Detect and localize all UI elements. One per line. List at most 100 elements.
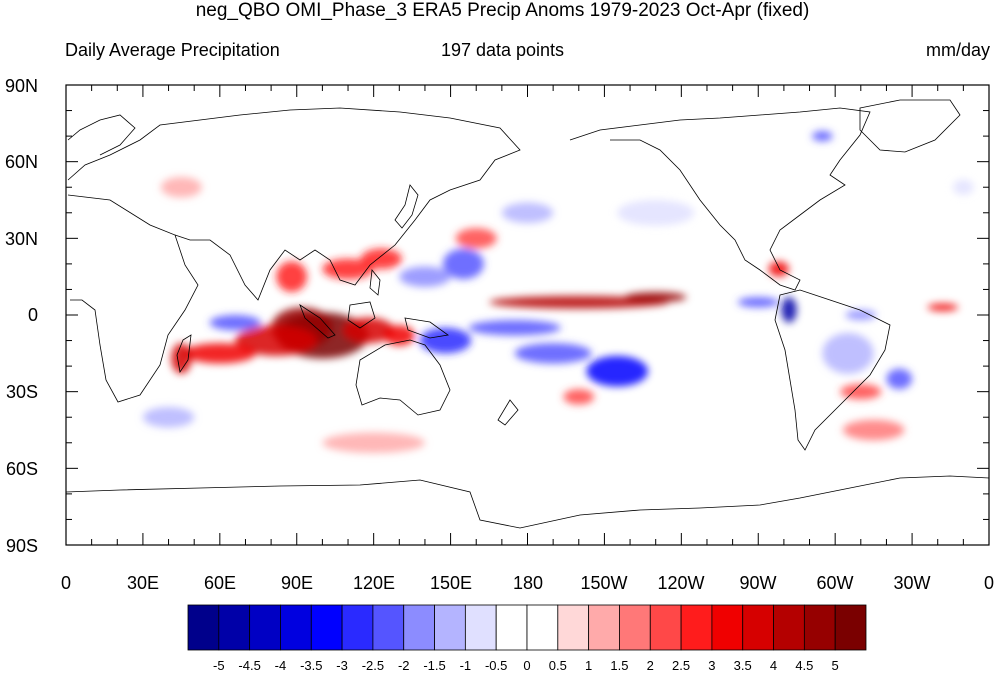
lon-label-150e: 150E bbox=[429, 573, 473, 593]
lon-label-0-end: 0 bbox=[983, 573, 995, 593]
colorbar-label: -1 bbox=[459, 658, 472, 673]
anomaly-region bbox=[360, 248, 402, 269]
coastline-philippines bbox=[369, 268, 381, 296]
colorbar-label: -4 bbox=[274, 658, 287, 673]
anomaly-region bbox=[812, 131, 833, 142]
lon-label-150w: 150W bbox=[580, 573, 628, 593]
coastline-madagascar bbox=[176, 334, 192, 374]
colorbar-label: -0.5 bbox=[484, 658, 508, 673]
colorbar-label: -1.5 bbox=[423, 658, 446, 673]
coastline-antarctica bbox=[66, 475, 989, 529]
lon-label-30e: 30E bbox=[126, 573, 160, 593]
lon-label-90w: 90W bbox=[739, 573, 777, 593]
coastline-greenland bbox=[859, 99, 961, 153]
colorbar-label: 1.5 bbox=[610, 658, 629, 673]
anomaly-region bbox=[171, 343, 192, 374]
colorbar-label: 4 bbox=[769, 658, 778, 673]
colorbar-label: -2 bbox=[397, 658, 410, 673]
colorbar-label: 4.5 bbox=[795, 658, 814, 673]
colorbar-label: 0 bbox=[523, 658, 531, 673]
colorbar-label: 1 bbox=[585, 658, 593, 673]
lat-label-60n: 60N bbox=[4, 152, 38, 172]
anomaly-region bbox=[235, 325, 318, 356]
colorbar-swatch bbox=[711, 604, 744, 651]
anomaly-region bbox=[768, 261, 790, 277]
lat-label-90s: 90S bbox=[5, 536, 38, 556]
colorbar-swatch bbox=[742, 604, 774, 651]
colorbar-swatch bbox=[341, 604, 374, 651]
colorbar-swatch bbox=[834, 604, 867, 651]
anomaly-region bbox=[399, 266, 451, 287]
colorbar-swatch bbox=[557, 604, 590, 651]
anomaly-region bbox=[419, 327, 472, 354]
coastline-japan bbox=[394, 184, 419, 229]
lon-label-180: 180 bbox=[512, 573, 544, 593]
lat-label-30s: 30S bbox=[5, 382, 38, 402]
colorbar-label: -5 bbox=[213, 658, 225, 673]
anomaly-region bbox=[514, 343, 592, 364]
anomaly-region bbox=[276, 261, 308, 292]
anomaly-region bbox=[160, 177, 202, 198]
colorbar-swatch bbox=[619, 604, 651, 651]
anomaly-region bbox=[927, 303, 959, 312]
lon-label-90e: 90E bbox=[280, 573, 314, 593]
colorbar-label: 0.5 bbox=[548, 658, 567, 673]
axis-ticks bbox=[65, 84, 990, 546]
anomaly-region bbox=[322, 432, 425, 453]
colorbar-label: 2 bbox=[646, 658, 654, 673]
colorbar-label: 3.5 bbox=[733, 658, 752, 673]
coastline-newzealand bbox=[497, 399, 519, 426]
colorbar-swatch bbox=[249, 604, 281, 651]
lon-label-60w: 60W bbox=[816, 573, 854, 593]
colorbar-swatch bbox=[495, 604, 528, 651]
colorbar-label: 5 bbox=[831, 658, 839, 673]
map-title: neg_QBO OMI_Phase_3 ERA5 Precip Anoms 19… bbox=[195, 0, 810, 21]
data-points-label: 197 data points bbox=[440, 40, 565, 60]
colorbar-swatch bbox=[403, 604, 435, 651]
colorbar-swatch bbox=[526, 604, 559, 651]
coastline-australia bbox=[355, 339, 451, 416]
anomaly-region bbox=[455, 228, 497, 249]
colorbar-label: 2.5 bbox=[672, 658, 691, 673]
anomaly-region bbox=[442, 248, 484, 280]
colorbar-swatch bbox=[803, 604, 836, 651]
variable-label: Daily Average Precipitation bbox=[65, 40, 280, 60]
colorbar-swatch bbox=[187, 604, 220, 651]
colorbar-swatch bbox=[680, 604, 713, 651]
colorbar bbox=[187, 604, 867, 651]
anomaly-region bbox=[886, 368, 913, 390]
anomaly-region bbox=[563, 389, 595, 405]
coastline-sumatra bbox=[299, 303, 336, 339]
anomaly-region bbox=[842, 419, 905, 441]
colorbar-swatch bbox=[649, 604, 682, 651]
coastline-scandinavia bbox=[67, 114, 136, 156]
colorbar-label: -2.5 bbox=[361, 658, 385, 673]
colorbar-swatch bbox=[464, 604, 497, 651]
anomaly-region bbox=[209, 315, 261, 331]
colorbar-label: -3 bbox=[336, 658, 348, 673]
lat-label-30n: 30N bbox=[4, 229, 38, 249]
colorbar-label: -3.5 bbox=[300, 658, 323, 673]
anomaly-region bbox=[322, 258, 374, 280]
coastline-borneo bbox=[347, 301, 376, 329]
anomaly-region bbox=[489, 295, 669, 309]
colorbar-swatch bbox=[434, 604, 466, 651]
colorbar-swatch bbox=[773, 604, 805, 651]
anomaly-region bbox=[586, 355, 649, 387]
anomaly-region bbox=[617, 200, 695, 226]
lon-label-30w: 30W bbox=[893, 573, 931, 593]
lon-label-120e: 120E bbox=[352, 573, 396, 593]
anomaly-region bbox=[624, 292, 687, 303]
colorbar-swatch bbox=[588, 604, 620, 651]
anomaly-region bbox=[142, 407, 195, 428]
anomaly-region bbox=[840, 384, 882, 400]
coastline-south-america bbox=[774, 289, 891, 451]
coastline-eurasia bbox=[67, 107, 521, 301]
map-background bbox=[66, 85, 989, 545]
coastline-africa bbox=[67, 194, 199, 403]
colorbar-swatch bbox=[280, 604, 312, 651]
anomaly-region bbox=[953, 179, 974, 195]
lon-label-120w: 120W bbox=[657, 573, 705, 593]
lon-label-0: 0 bbox=[60, 573, 72, 593]
